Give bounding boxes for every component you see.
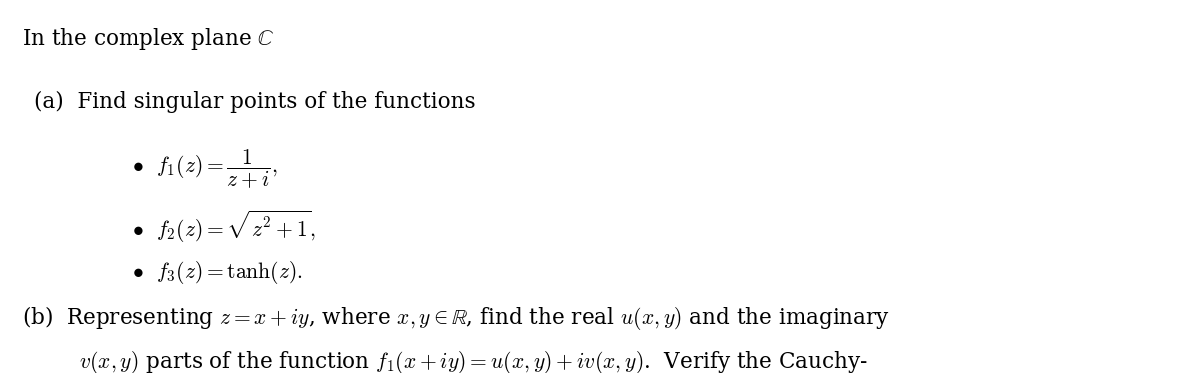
Text: $\bullet$  $f_2(z) = \sqrt{z^2+1},$: $\bullet$ $f_2(z) = \sqrt{z^2+1},$ <box>132 209 316 245</box>
Text: In the complex plane $\mathbb{C}$: In the complex plane $\mathbb{C}$ <box>22 26 275 52</box>
Text: (a)  Find singular points of the functions: (a) Find singular points of the function… <box>34 91 475 113</box>
Text: (b)  Representing $z = x + iy$, where $x, y \in \mathbb{R}$, find the real $u(x,: (b) Representing $z = x + iy$, where $x,… <box>22 304 889 332</box>
Text: $\bullet$  $f_3(z) = \tanh(z).$: $\bullet$ $f_3(z) = \tanh(z).$ <box>132 259 302 286</box>
Text: $v(x,y)$ parts of the function $f_1(x + iy) = u(x,y) + iv(x,y)$.  Verify the Cau: $v(x,y)$ parts of the function $f_1(x + … <box>79 349 868 373</box>
Text: $\bullet$  $f_1(z) = \dfrac{1}{z+i},$: $\bullet$ $f_1(z) = \dfrac{1}{z+i},$ <box>132 147 277 191</box>
